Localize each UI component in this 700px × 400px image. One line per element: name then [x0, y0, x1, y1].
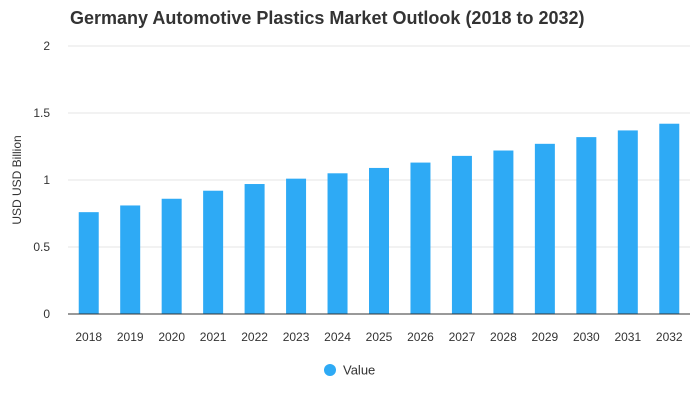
legend-label: Value [343, 363, 375, 378]
x-tick-label: 2029 [532, 330, 559, 344]
x-tick-label: 2020 [158, 330, 185, 344]
legend-marker [324, 364, 336, 376]
x-tick-label: 2018 [75, 330, 102, 344]
y-tick-labels: 0 0.5 1 1.5 2 [33, 39, 50, 321]
x-tick-label: 2032 [656, 330, 683, 344]
bar-2018[interactable] [78, 212, 99, 314]
y-tick-label: 1.5 [33, 106, 50, 120]
y-tick-label: 1 [43, 173, 50, 187]
bars [78, 123, 680, 314]
bar-2025[interactable] [369, 167, 389, 314]
y-tick-label: 2 [43, 39, 50, 53]
bar-2032[interactable] [659, 123, 680, 314]
y-tick-label: 0.5 [33, 240, 50, 254]
x-tick-labels: 2018 2019 2020 2021 2022 2023 2024 2025 2026 2027… [75, 330, 683, 344]
x-tick-label: 2019 [117, 330, 144, 344]
x-tick-label: 2028 [490, 330, 517, 344]
x-tick-label: 2030 [573, 330, 600, 344]
y-tick-label: 0 [43, 307, 50, 321]
x-tick-label: 2022 [241, 330, 268, 344]
bar-2027[interactable] [451, 155, 472, 314]
bar-2019[interactable] [120, 205, 141, 314]
bar-2024[interactable] [327, 173, 348, 314]
x-tick-label: 2021 [200, 330, 227, 344]
chart-title: Germany Automotive Plastics Market Outlo… [70, 8, 585, 28]
x-tick-label: 2031 [614, 330, 641, 344]
bar-2028[interactable] [493, 150, 514, 314]
legend[interactable]: Value [324, 363, 375, 378]
x-tick-label: 2023 [283, 330, 310, 344]
bar-2021[interactable] [203, 190, 224, 314]
x-tick-label: 2027 [449, 330, 476, 344]
x-tick-label: 2024 [324, 330, 351, 344]
bar-2023[interactable] [286, 178, 307, 314]
x-tick-label: 2026 [407, 330, 434, 344]
bar-2026[interactable] [410, 162, 431, 314]
bar-2022[interactable] [244, 184, 265, 314]
x-tick-label: 2025 [366, 330, 393, 344]
bar-2031[interactable] [617, 130, 638, 314]
bar-2029[interactable] [534, 143, 555, 314]
bar-2030[interactable] [576, 137, 597, 314]
bar-2020[interactable] [161, 198, 182, 314]
y-axis-title: USD USD Billion [10, 135, 24, 224]
